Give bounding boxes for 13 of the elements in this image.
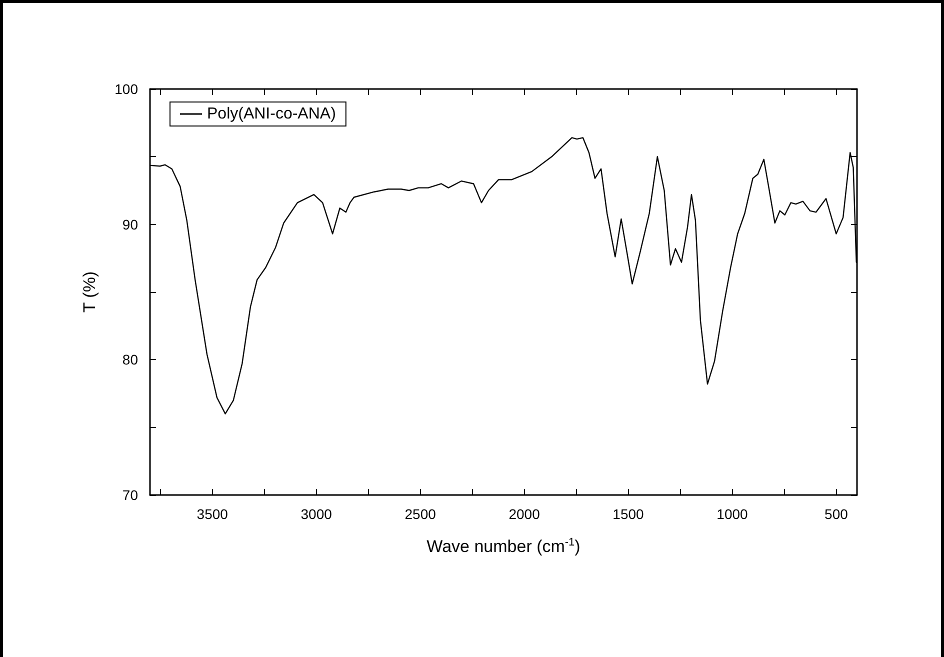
x-tick-label: 3500: [196, 506, 228, 522]
y-tick-label: 100: [114, 81, 138, 97]
x-tick-label: 2500: [404, 506, 436, 522]
y-tick-label: 80: [122, 352, 138, 368]
x-tick-label: 1000: [716, 506, 748, 522]
x-tick-label: 2000: [508, 506, 540, 522]
legend-label: Poly(ANI-co-ANA): [207, 106, 336, 122]
y-tick-label: 90: [122, 216, 138, 232]
x-tick-label: 500: [824, 506, 848, 522]
x-tick-label: 1500: [612, 506, 644, 522]
x-tick-label: 3000: [300, 506, 332, 522]
y-axis-title: T (%): [80, 271, 99, 313]
y-tick-label: 70: [122, 487, 138, 503]
